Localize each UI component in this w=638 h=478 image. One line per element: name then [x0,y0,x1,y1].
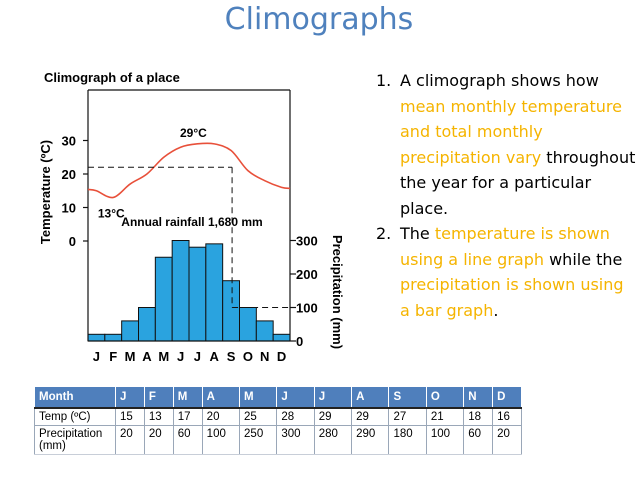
table-cell: 15 [115,408,145,426]
table-cell: 13 [143,408,174,426]
precipitation-bar [205,243,224,342]
table-header-cell: J [115,386,145,409]
table-header-row: Month J F M A M J J A S O N D [34,386,522,409]
month-label: S [227,349,236,364]
month-label: A [142,349,152,364]
table-header-cell: D [492,386,522,409]
precipitation-bar [138,307,156,342]
temp-tick-label: 10 [62,201,76,216]
table-cell: 16 [492,408,522,426]
precipitation-bar [154,256,173,342]
max-temp-annotation: 29°C [180,126,207,140]
table-cell: 300 [276,425,315,455]
note-item: 2. The temperature is shown using a line … [376,221,636,323]
month-label: A [210,349,220,364]
table-cell: 60 [463,425,494,455]
table-header-cell: M [239,386,278,409]
table-row-label: Precipitation (mm) [34,425,116,455]
month-label: O [243,349,253,364]
table-header-cell: A [201,386,241,409]
table-cell: 25 [239,408,278,426]
note-text: A climograph shows how [400,71,599,90]
month-label: J [177,349,184,364]
note-text: . [493,300,499,320]
table-cell: 27 [388,408,427,426]
note-highlight-text: precipitation is shown using a bar graph [400,275,624,320]
temp-tick-label: 20 [62,167,76,182]
table-cell: 250 [239,425,278,455]
precipitation-bar [255,320,274,342]
note-highlight-text: mean monthly temperature and total month… [400,96,622,167]
precip-tick-label: 0 [296,334,303,349]
precip-tick-label: 300 [296,234,318,249]
precipitation-bar [121,320,139,342]
note-item: 1. A climograph shows how mean monthly te… [376,68,636,221]
note-text: throughout the year for a particular pla… [400,147,636,218]
table-cell: 29 [351,408,390,426]
month-label: J [194,349,201,364]
slide-title: Climographs [224,2,414,37]
min-temp-annotation: 13°C [98,206,125,220]
note-text: The [400,224,435,243]
month-label: M [158,349,169,364]
notes-list: 1. A climograph shows how mean monthly te… [376,68,636,323]
table-row: Precipitation (mm) 20 20 60 100 250 300 280 290 1… [34,425,522,455]
note-number: 1. [376,71,392,90]
table-cell: 100 [201,425,241,455]
table-cell: 20 [201,408,241,426]
table-cell: 290 [351,425,390,455]
table-header-cell: Month [34,386,116,409]
table-header-cell: A [351,386,390,409]
temperature-line [87,142,291,199]
table-cell: 18 [463,408,494,426]
table-body: Temp (ºC) 15 13 17 20 25 28 29 29 27 21 18 16 Precipi… [34,408,522,455]
note-highlight-text: temperature is shown using a line graph [400,224,610,269]
table-cell: 100 [425,425,465,455]
table-cell: 60 [172,425,203,455]
month-label: F [109,349,117,364]
table-header-cell: N [463,386,494,409]
precipitation-bar [188,246,207,342]
table-header-cell: S [388,386,427,409]
table-cell: 280 [313,425,353,455]
note-number: 2. [376,224,392,243]
table-cell: 20 [492,425,522,455]
precipitation-bar [272,333,291,342]
precipitation-bar [222,280,241,342]
table-cell: 20 [143,425,174,455]
table-row-label: Temp (ºC) [34,408,116,426]
precip-tick-label: 200 [296,267,318,282]
table-header-cell: F [143,386,174,409]
precipitation-bar [239,307,257,342]
precip-tick-label: 100 [296,301,318,316]
precipitation-bar [104,333,123,342]
month-label: M [125,349,136,364]
rainfall-annotation: Annual rainfall 1,680 mm [121,215,262,229]
table-cell: 28 [276,408,315,426]
table-header-cell: O [425,386,465,409]
table-cell: 17 [172,408,203,426]
table-row: Temp (ºC) 15 13 17 20 25 28 29 29 27 21 18 16 [34,408,522,426]
temp-tick-label: 30 [62,134,76,149]
climate-data-table: Month J F M A M J J A S O N D Temp (ºC) 15 13 17 20 25 28 2… [34,386,522,455]
table-cell: 29 [313,408,353,426]
temp-tick-label: 0 [69,234,76,249]
precipitation-bar [171,240,190,342]
table-cell: 20 [115,425,145,455]
month-label: N [260,349,269,364]
precipitation-bar [87,333,106,342]
table-header-cell: J [313,386,353,409]
precip-axis-title: Precipitation (mm) [330,235,345,349]
table-header-cell: J [276,386,315,409]
month-label: J [93,349,100,364]
month-label: D [277,349,286,364]
table-cell: 180 [388,425,427,455]
temp-axis-title: Temperature (ºC) [38,140,53,244]
table-header-cell: M [172,386,203,409]
table-cell: 21 [425,408,465,426]
note-text: while the [544,249,623,269]
chart-title: Climograph of a place [44,70,180,85]
